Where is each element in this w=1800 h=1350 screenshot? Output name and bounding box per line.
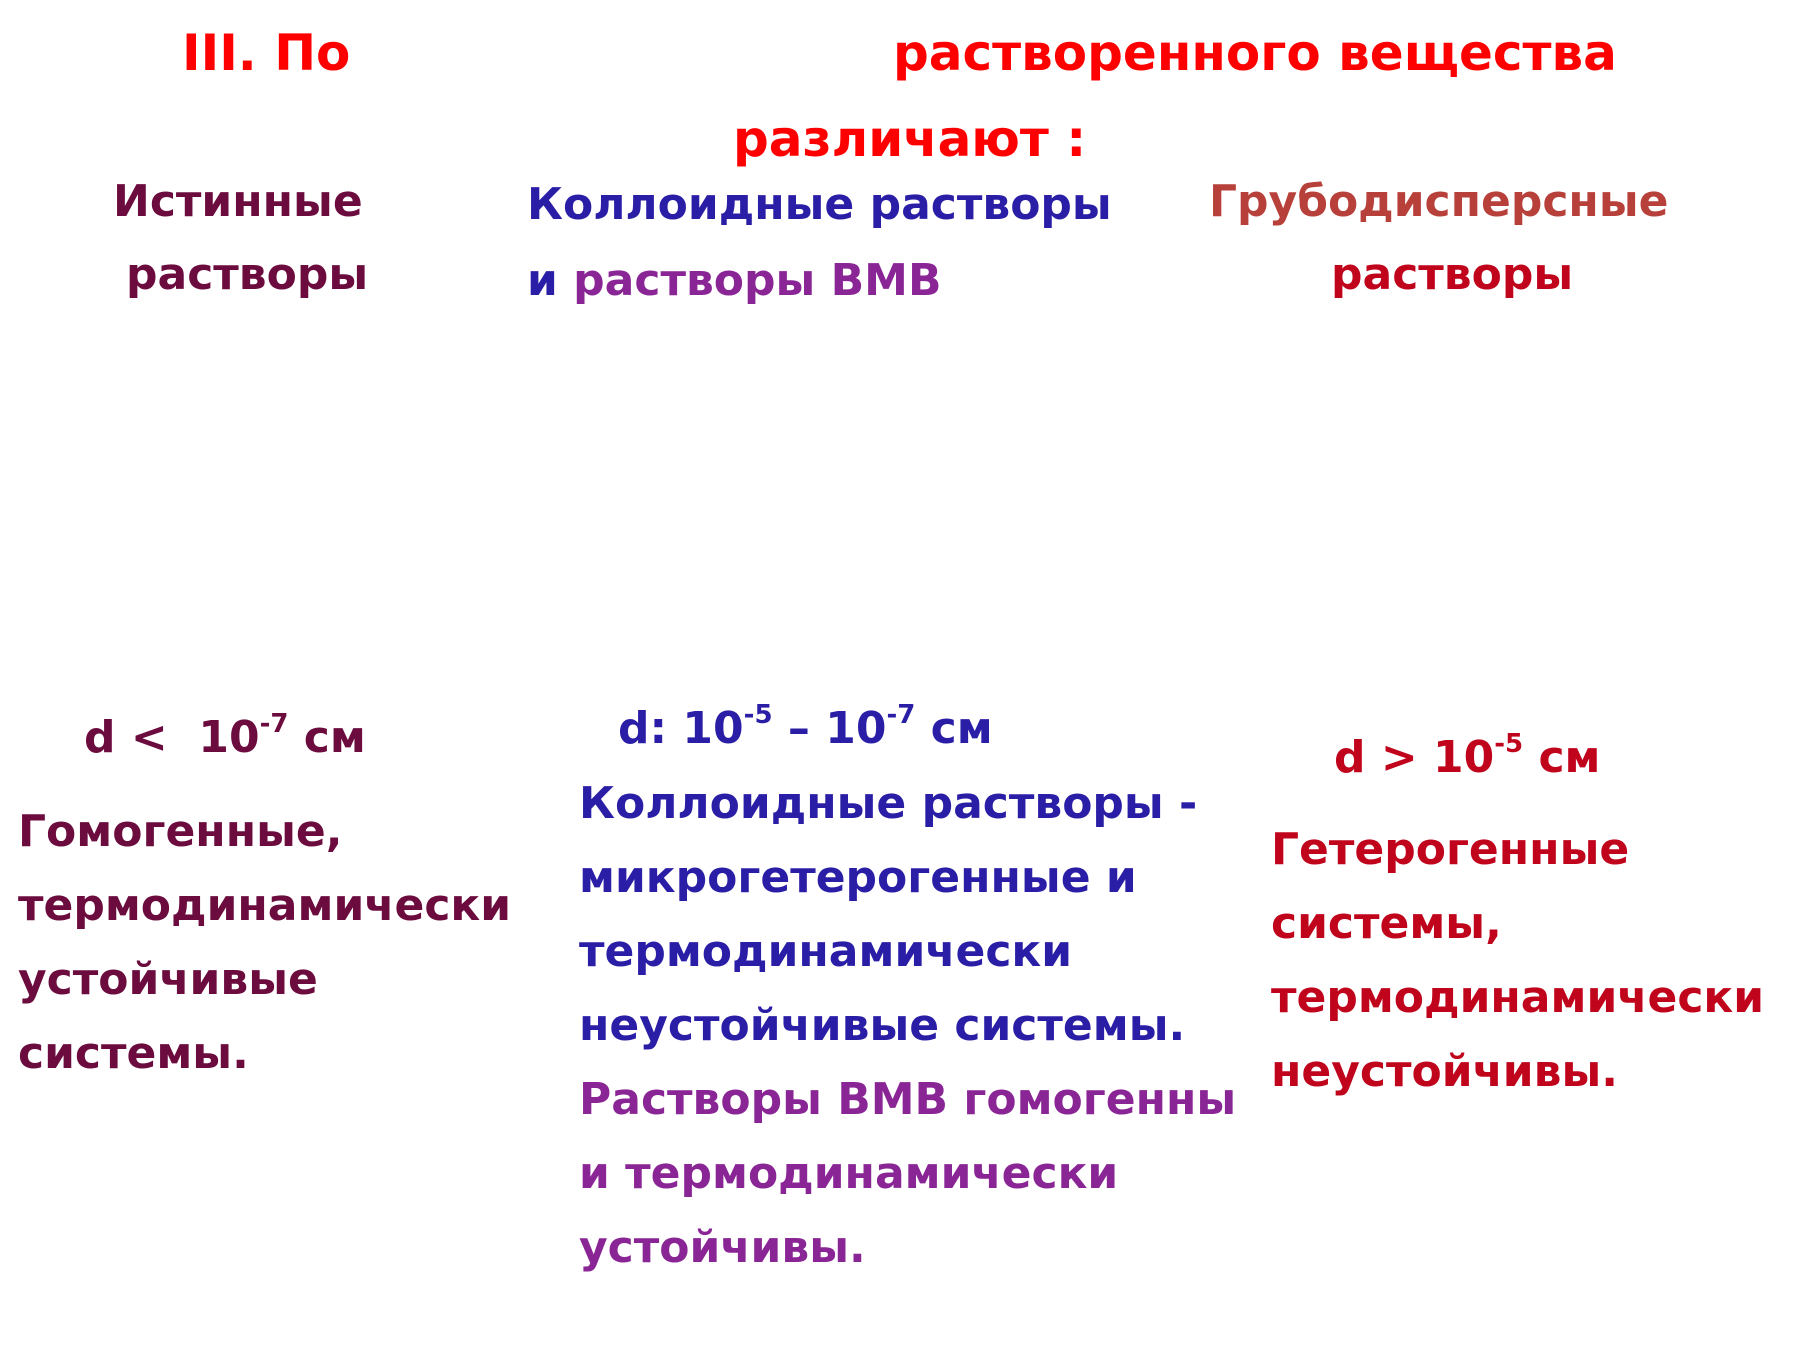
colloid-desc-4: неустойчивые системы.	[579, 1000, 1186, 1051]
size-unit: см	[1538, 732, 1601, 783]
true-solutions-desc-2: термодинамически	[18, 880, 512, 931]
title-line2: различают :	[733, 110, 1087, 168]
size-base: 10	[1433, 732, 1495, 783]
true-solutions-heading-line1: Истинные	[113, 176, 363, 227]
vmv-desc-1: Растворы ВМВ гомогенны	[579, 1074, 1237, 1125]
vmv-heading: растворы ВМВ	[573, 255, 942, 306]
title-part1: III. По	[182, 24, 351, 82]
colloid-desc-2: микрогетерогенные и	[579, 852, 1137, 903]
size-unit: см	[303, 712, 366, 763]
size-exponent-2: -7	[886, 700, 916, 731]
size-prefix: d >	[1334, 732, 1418, 783]
colloid-size: d: 10-5 – 10-7 см	[618, 702, 993, 751]
true-solutions-desc-4: системы.	[18, 1028, 249, 1079]
true-solutions-desc-3: устойчивые	[18, 954, 318, 1005]
size-exponent: -5	[1494, 729, 1524, 760]
size-base-1: 10	[682, 703, 744, 754]
size-prefix: d:	[618, 703, 668, 754]
vmv-desc-2: и термодинамически	[579, 1148, 1119, 1199]
true-solutions-desc-1: Гомогенные,	[18, 806, 343, 857]
coarse-desc-3: термодинамически	[1271, 972, 1765, 1023]
true-solutions-heading-line2: растворы	[126, 249, 369, 300]
coarse-heading-line1: Грубодисперсные	[1209, 176, 1669, 227]
colloid-desc-3: термодинамически	[579, 926, 1073, 977]
vmv-desc-3: устойчивы.	[579, 1222, 866, 1273]
coarse-desc-1: Гетерогенные	[1271, 824, 1630, 875]
colloid-desc-1: Коллоидные растворы -	[579, 778, 1198, 829]
coarse-heading-line2: растворы	[1331, 249, 1574, 300]
size-base-2: 10	[825, 703, 887, 754]
size-exponent-1: -5	[743, 700, 773, 731]
title-part2: растворенного вещества	[893, 24, 1617, 82]
size-prefix: d <	[84, 712, 168, 763]
true-solutions-size: d < 10-7 см	[84, 711, 366, 760]
size-exponent: -7	[259, 709, 289, 740]
size-dash: –	[787, 703, 810, 754]
colloid-heading-line1: Коллоидные растворы	[527, 179, 1112, 230]
size-unit: см	[930, 703, 993, 754]
colloid-heading-line2: и растворы ВМВ	[527, 259, 941, 303]
size-base: 10	[198, 712, 260, 763]
coarse-size: d > 10-5 см	[1334, 731, 1601, 780]
coarse-desc-4: неустойчивы.	[1271, 1046, 1618, 1097]
colloid-heading-and: и	[527, 255, 558, 306]
coarse-desc-2: системы,	[1271, 898, 1502, 949]
